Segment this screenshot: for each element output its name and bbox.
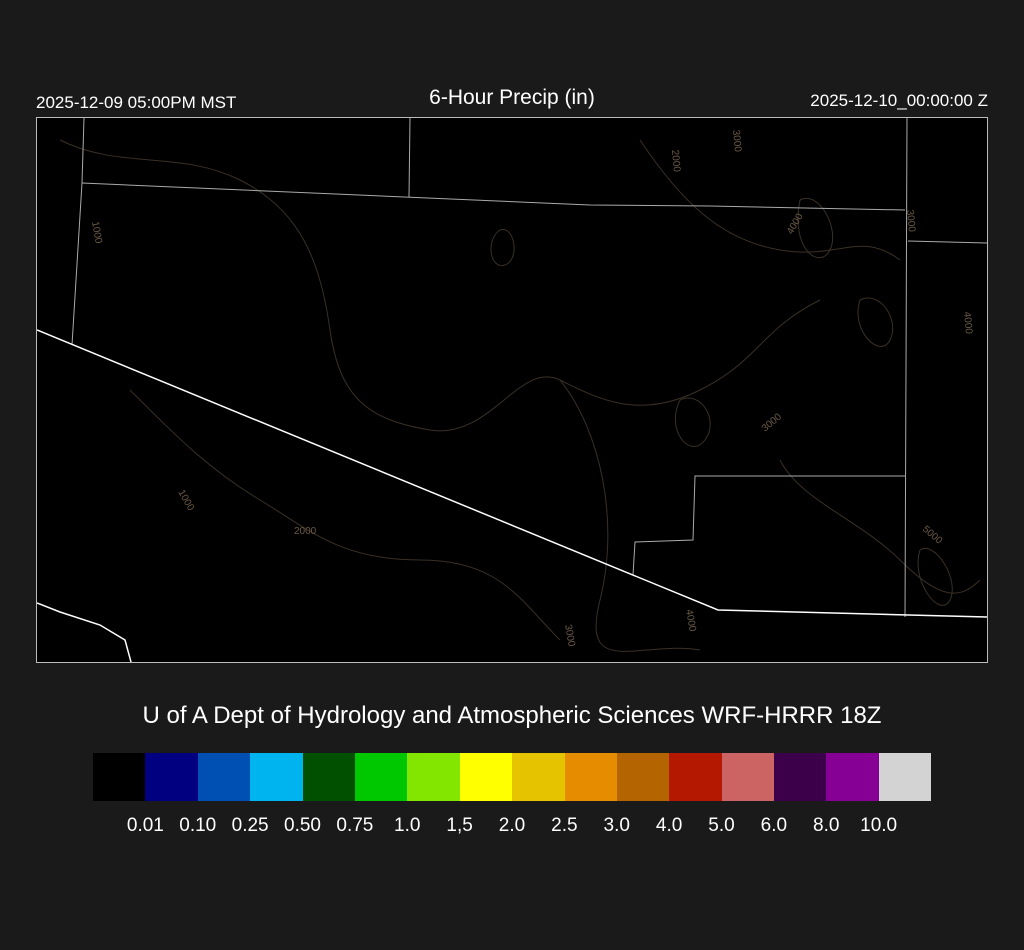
legend-label: 0.01 [126,815,164,836]
legend-swatch [250,753,303,801]
legend-label: 5.0 [708,815,735,836]
legend-label: 10.0 [860,815,898,836]
legend-label: 6.0 [760,815,788,836]
legend-swatch [459,753,513,801]
legend-swatch [616,753,670,801]
terrain-contours [59,139,981,652]
legend-label: 8.0 [813,815,840,836]
legend-label: 3.0 [603,815,630,836]
legend-label: 0.25 [231,815,269,836]
contour-label: 5000 [920,524,944,547]
valid-time-local: 2025-12-09 05:00PM MST [36,93,237,112]
contour-label: 2000 [294,526,317,537]
contour-label: 4000 [785,211,806,236]
legend-swatch [721,753,775,801]
contour-label: 1000 [89,221,104,245]
contour-label: 4000 [961,311,974,335]
legend-swatch [878,753,932,801]
legend-label: 2.5 [551,815,578,836]
legend-swatch [145,753,198,801]
contour-label: 2000 [669,149,682,173]
map-svg: 1000 2000 3000 4000 3000 4000 3000 1000 … [36,117,988,663]
valid-time-utc: 2025-12-10_00:00:00 Z [810,91,988,110]
legend-swatch [826,753,879,801]
legend-swatch [197,753,251,801]
legend-swatch [512,753,565,801]
color-legend [93,753,932,801]
legend-label: 2.0 [498,815,526,836]
contour-label: 3000 [562,624,577,648]
contour-labels: 1000 2000 3000 4000 3000 4000 3000 1000 … [89,129,974,648]
legend-swatch [774,753,827,801]
legend-swatch [564,753,617,801]
contour-label: 1000 [175,488,196,513]
map-title: 6-Hour Precip (in) [429,86,595,109]
contour-label: 3000 [760,411,784,434]
legend-label: 1.0 [394,815,421,836]
border-lines [36,329,988,663]
precip-map: 1000 2000 3000 4000 3000 4000 3000 1000 … [36,117,988,663]
state-boundaries [71,117,988,618]
legend-label: 1,5 [446,815,473,836]
legend-label: 0.75 [336,815,374,836]
contour-label: 3000 [904,209,917,233]
credit-text: U of A Dept of Hydrology and Atmospheric… [142,702,882,729]
contour-label: 3000 [730,129,743,153]
legend-label: 0.50 [284,815,321,836]
legend-swatch [93,753,146,801]
legend-swatch [669,753,722,801]
legend-swatch [407,753,460,801]
legend-label: 4.0 [655,815,683,836]
legend-label: 0.10 [179,815,217,836]
contour-label: 4000 [683,609,698,633]
legend-swatch [354,753,408,801]
legend-swatch [302,753,355,801]
